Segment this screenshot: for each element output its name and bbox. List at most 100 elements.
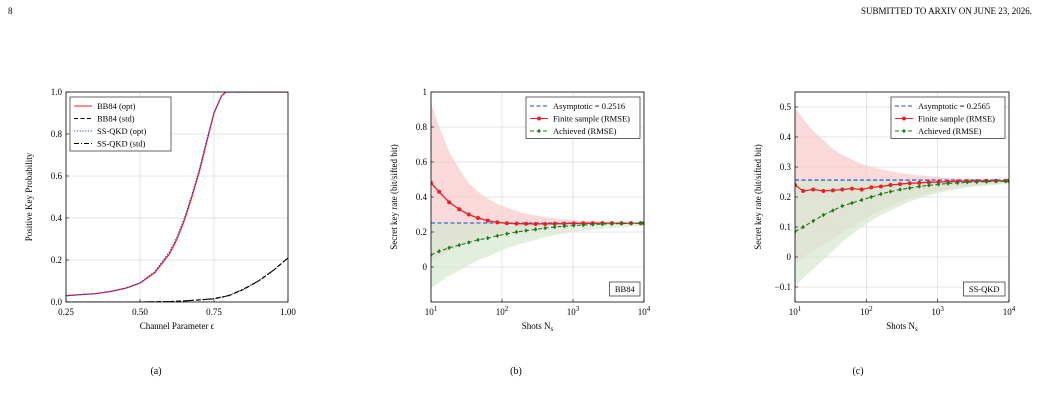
data-point [975, 179, 979, 185]
legend-label: Achieved (RMSE) [918, 126, 982, 136]
plot-area [795, 92, 1009, 302]
data-point [811, 187, 816, 192]
plot-area [431, 92, 644, 302]
y-axis-label: Positive Key Probability [24, 152, 34, 241]
legend-label: BB84 (opt) [97, 101, 136, 111]
data-point [821, 212, 826, 218]
data-point [888, 189, 893, 194]
x-tick-label: 101 [789, 305, 802, 317]
x-tick-label: 102 [860, 305, 873, 317]
x-tick-label: 103 [567, 305, 580, 317]
data-point [878, 184, 883, 189]
data-point [898, 182, 903, 187]
plot-area [66, 92, 288, 302]
chart-a: 0.25 0.50 0.75 1.00 0.0 0.2 0.4 0.6 0.8 1.0 Channe… [24, 87, 296, 377]
data-point [869, 194, 873, 200]
legend-marker [537, 116, 541, 121]
data-point [504, 221, 509, 226]
x-tick-label: 104 [638, 305, 651, 317]
confidence-band [431, 221, 644, 288]
legend: BB84 (opt) BB84 (std) SS-QKD (opt) SS-QKD (… [69, 96, 172, 152]
y-tick-label: 0.4 [51, 213, 63, 223]
chart-c: 101 102 103 104 −0.1 0 0.1 0.2 0.3 0.4 0.5 Shots Ns… [753, 91, 1016, 377]
data-point [859, 197, 864, 203]
series-line [66, 257, 288, 302]
y-tick-label: 0.1 [780, 222, 791, 232]
data-point [936, 182, 941, 187]
legend-box [525, 96, 641, 139]
data-point [917, 180, 922, 185]
data-point [619, 221, 624, 226]
data-point [946, 181, 950, 186]
series-line [66, 257, 288, 302]
data-point [821, 189, 826, 193]
running-header: SUBMITTED TO ARXIV ON JUNE 23, 2026. [860, 6, 1032, 16]
x-tick-label: 0.50 [132, 307, 148, 317]
data-point [955, 180, 960, 186]
x-tick-label: 102 [496, 305, 509, 317]
data-point [850, 200, 854, 206]
data-point [984, 179, 989, 184]
x-axis-label: Shots Ns [522, 321, 554, 333]
data-point [795, 229, 797, 234]
y-tick-label: 0.6 [51, 171, 63, 181]
data-point [543, 221, 548, 226]
data-point [495, 220, 500, 225]
data-point [926, 180, 931, 185]
x-tick-label: 101 [425, 305, 438, 317]
y-tick-label: 0.4 [416, 192, 428, 202]
y-tick-label: 0.8 [416, 122, 428, 132]
data-point [437, 249, 441, 254]
data-point [571, 223, 576, 228]
y-tick-label: −0.1 [775, 282, 791, 292]
data-point [638, 221, 643, 226]
data-point [629, 221, 633, 226]
data-point [642, 221, 644, 226]
x-tick-label: 104 [1003, 305, 1016, 317]
legend-box [890, 96, 1006, 139]
data-point [431, 252, 433, 257]
data-point [801, 189, 806, 193]
y-tick-label: 0.6 [416, 157, 428, 167]
series-line [795, 180, 1009, 232]
legend-marker [902, 116, 906, 121]
data-point [936, 180, 941, 184]
x-tick-label: 103 [931, 305, 944, 317]
confidence-band [795, 179, 1009, 287]
data-point [581, 222, 586, 228]
data-point [552, 224, 557, 230]
data-point [1007, 178, 1009, 184]
x-tick-label: 0.75 [206, 307, 222, 317]
legend-label: SS-QKD (opt) [97, 126, 147, 136]
data-point [447, 245, 451, 250]
data-point [879, 191, 883, 197]
tag-box [963, 281, 1006, 297]
y-axis-label: Secret key rate (bit/sifted bit) [389, 144, 399, 249]
legend-label: Finite sample (RMSE) [553, 114, 630, 124]
data-point [447, 200, 452, 205]
y-tick-label: 1.0 [51, 87, 63, 97]
data-point [514, 221, 519, 226]
data-point [610, 221, 614, 226]
data-point [898, 187, 902, 192]
y-tick-label: 0.4 [780, 132, 792, 142]
y-tick-label: 0.2 [51, 255, 62, 265]
data-point [795, 183, 797, 187]
x-axis-label: Channel Parameter ϵ [140, 321, 215, 331]
legend-label: Asymptotic = 0.2565 [918, 101, 990, 111]
data-point [457, 242, 462, 248]
data-point [927, 183, 931, 188]
data-point [907, 185, 912, 191]
tag-label: SS-QKD [969, 284, 1000, 294]
series-line [66, 92, 288, 297]
data-point [840, 187, 845, 192]
data-point [907, 181, 912, 186]
x-tick-label: 1.00 [280, 307, 296, 317]
data-point [485, 218, 490, 223]
subfigure-caption: (a) [150, 366, 161, 377]
legend-marker [902, 128, 906, 134]
page-number: 8 [8, 6, 13, 16]
data-point [811, 218, 816, 224]
tag-box [609, 281, 641, 297]
